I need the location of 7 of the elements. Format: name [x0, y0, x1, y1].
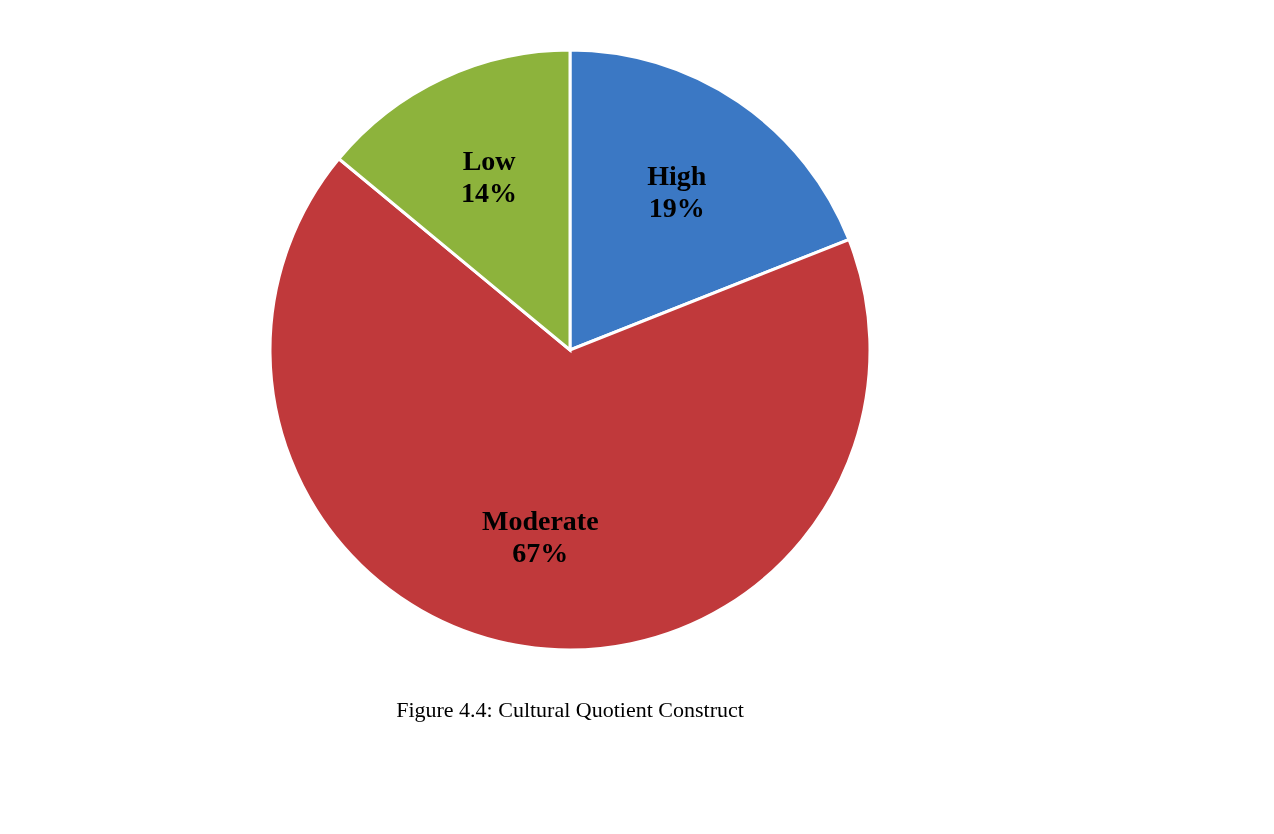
data-label: 14%	[461, 177, 518, 209]
caption: Figure 4.4: Cultural Quotient Construct	[396, 697, 744, 722]
slice-label: Moderate	[481, 504, 599, 536]
data-label: 19%	[648, 191, 705, 223]
data-label: 67%	[512, 536, 569, 568]
slice-label: Low	[462, 145, 517, 177]
slice-label: High	[647, 159, 707, 191]
